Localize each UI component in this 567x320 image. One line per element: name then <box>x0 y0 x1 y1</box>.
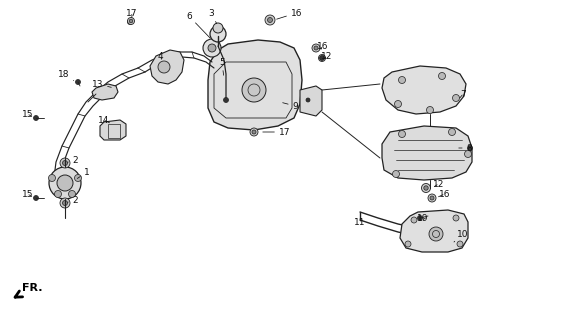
Text: 16: 16 <box>277 9 302 19</box>
Circle shape <box>453 215 459 221</box>
Circle shape <box>128 20 133 25</box>
Circle shape <box>399 76 405 84</box>
Circle shape <box>60 198 70 208</box>
Text: 11: 11 <box>354 218 366 227</box>
Text: 17: 17 <box>263 127 290 137</box>
Circle shape <box>457 241 463 247</box>
Circle shape <box>62 161 67 165</box>
Circle shape <box>49 174 56 181</box>
Circle shape <box>54 190 61 197</box>
Text: 9: 9 <box>283 101 298 110</box>
Text: 19: 19 <box>417 213 428 222</box>
Circle shape <box>429 227 443 241</box>
Text: 13: 13 <box>92 79 111 89</box>
Circle shape <box>430 196 434 200</box>
Circle shape <box>417 215 422 220</box>
Circle shape <box>314 46 318 50</box>
Circle shape <box>411 217 417 223</box>
Circle shape <box>319 54 325 61</box>
Text: 2: 2 <box>67 196 78 204</box>
Circle shape <box>60 158 70 168</box>
Circle shape <box>395 100 401 108</box>
Circle shape <box>421 183 430 193</box>
Text: 1: 1 <box>77 167 90 179</box>
Circle shape <box>312 44 320 52</box>
Circle shape <box>265 15 275 25</box>
Polygon shape <box>208 40 302 130</box>
Polygon shape <box>300 86 322 116</box>
Circle shape <box>210 26 226 42</box>
Circle shape <box>74 174 82 181</box>
Text: 6: 6 <box>186 12 210 38</box>
Circle shape <box>242 78 266 102</box>
Text: 2: 2 <box>67 156 78 164</box>
Circle shape <box>452 94 459 101</box>
Circle shape <box>464 150 472 157</box>
Text: 3: 3 <box>208 9 217 24</box>
Text: 16: 16 <box>316 42 328 51</box>
Polygon shape <box>92 84 118 100</box>
Text: 8: 8 <box>459 143 472 153</box>
Circle shape <box>405 241 411 247</box>
Polygon shape <box>382 126 472 180</box>
Circle shape <box>75 79 81 84</box>
Circle shape <box>213 23 223 33</box>
Circle shape <box>208 44 216 52</box>
Text: 5: 5 <box>219 58 225 75</box>
Text: 18: 18 <box>58 69 74 81</box>
Circle shape <box>62 201 67 205</box>
Text: 16: 16 <box>438 189 450 198</box>
Polygon shape <box>100 120 126 140</box>
Text: 4: 4 <box>158 52 164 60</box>
Circle shape <box>426 107 434 114</box>
Circle shape <box>158 61 170 73</box>
Circle shape <box>223 98 229 102</box>
Circle shape <box>428 194 436 202</box>
Polygon shape <box>400 210 468 252</box>
Circle shape <box>69 190 75 197</box>
Circle shape <box>268 18 273 22</box>
Circle shape <box>392 171 400 178</box>
Text: 7: 7 <box>460 90 466 99</box>
Circle shape <box>306 98 310 102</box>
Circle shape <box>252 130 256 134</box>
Polygon shape <box>382 66 466 114</box>
Text: 15: 15 <box>22 109 33 118</box>
Circle shape <box>468 146 472 150</box>
Circle shape <box>424 186 428 190</box>
Circle shape <box>399 131 405 138</box>
Circle shape <box>438 73 446 79</box>
Circle shape <box>128 18 134 25</box>
Polygon shape <box>150 50 184 84</box>
Circle shape <box>319 55 324 60</box>
Circle shape <box>57 175 73 191</box>
Text: FR.: FR. <box>15 283 42 297</box>
Circle shape <box>129 19 133 23</box>
Circle shape <box>33 116 39 121</box>
Circle shape <box>33 196 39 201</box>
Circle shape <box>448 129 455 135</box>
Text: 17: 17 <box>126 9 138 18</box>
Text: 12: 12 <box>320 52 332 60</box>
Text: 10: 10 <box>454 229 468 242</box>
Text: 15: 15 <box>22 189 33 198</box>
Circle shape <box>250 128 258 136</box>
Text: 12: 12 <box>433 180 444 188</box>
Text: 14: 14 <box>98 116 109 124</box>
Circle shape <box>203 39 221 57</box>
Circle shape <box>320 56 324 60</box>
Circle shape <box>49 167 81 199</box>
